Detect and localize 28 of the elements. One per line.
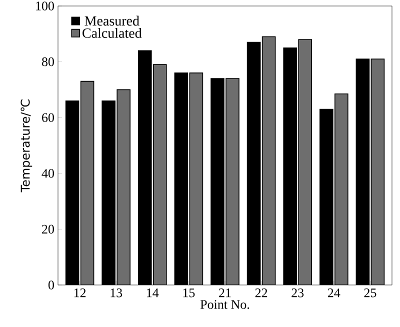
y-tick-label: 20 bbox=[42, 224, 54, 234]
x-tick-label: 22 bbox=[255, 288, 268, 298]
x-axis-title: Point No. bbox=[200, 300, 250, 309]
bar bbox=[80, 80, 94, 285]
bar bbox=[226, 78, 240, 285]
x-tick-label: 12 bbox=[74, 288, 86, 298]
y-tick-label: 40 bbox=[42, 169, 54, 178]
y-tick-label: 0 bbox=[48, 280, 54, 290]
legend-label: Measured bbox=[84, 16, 140, 26]
x-tick-label: 24 bbox=[328, 288, 340, 298]
bar bbox=[370, 58, 385, 285]
legend-label: Calculated bbox=[82, 28, 142, 38]
x-tick-label: 25 bbox=[364, 288, 376, 298]
x-tick-label: 21 bbox=[219, 288, 231, 298]
x-tick-label: 23 bbox=[292, 288, 304, 298]
bar bbox=[298, 39, 312, 285]
y-tick-label: 80 bbox=[42, 57, 54, 66]
x-tick-label: 13 bbox=[110, 288, 122, 298]
bar bbox=[334, 93, 348, 285]
bar bbox=[189, 72, 204, 285]
bar bbox=[152, 64, 167, 285]
bar bbox=[262, 36, 276, 285]
bar bbox=[116, 89, 130, 285]
x-tick-label: 15 bbox=[183, 288, 195, 298]
y-tick-label: 60 bbox=[42, 113, 54, 122]
y-axis-title: Temperature/℃ bbox=[20, 100, 32, 192]
y-tick-label: 100 bbox=[36, 2, 54, 10]
x-tick-label: 14 bbox=[147, 288, 159, 298]
